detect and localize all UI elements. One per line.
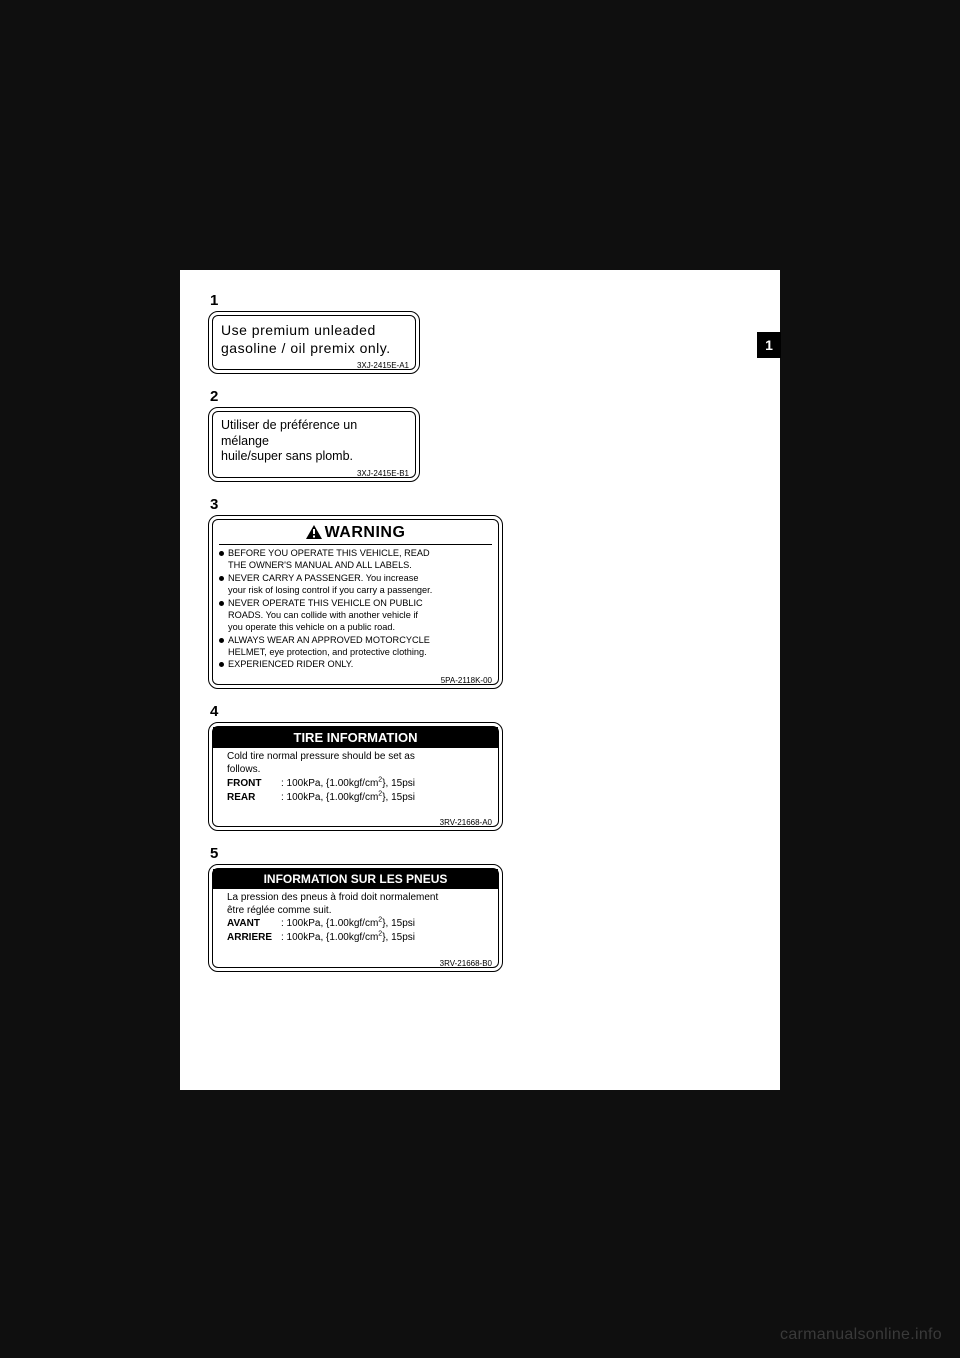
warning-title: WARNING: [325, 524, 406, 541]
warning-list: BEFORE YOU OPERATE THIS VEHICLE, READ TH…: [219, 548, 492, 672]
warning-label-inner: WARNING BEFORE YOU OPERATE THIS VEHICLE,…: [212, 519, 499, 686]
fuel-label-en-line1: Use premium unleaded: [221, 322, 407, 340]
warning-item-1: BEFORE YOU OPERATE THIS VEHICLE, READ TH…: [219, 548, 492, 572]
fuel-label-fr: Utiliser de préférence un mélange huile/…: [208, 407, 420, 482]
fuel-label-fr-line1: Utiliser de préférence un mélange: [221, 418, 407, 449]
warning-label-part: 5PA-2118K-00: [441, 676, 492, 685]
tire-label-fr-body: La pression des pneus à froid doit norma…: [213, 889, 498, 955]
tire-label-en-title: TIRE INFORMATION: [213, 727, 498, 748]
tire-label-en-body: Cold tire normal pressure should be set …: [213, 748, 498, 814]
warning-item-4: ALWAYS WEAR AN APPROVED MOTORCYCLE HELME…: [219, 635, 492, 659]
section-tab: 1: [757, 332, 781, 358]
fuel-label-fr-inner: Utiliser de préférence un mélange huile/…: [212, 411, 416, 478]
tire-label-fr-inner: INFORMATION SUR LES PNEUS La pression de…: [212, 868, 499, 968]
tire-arriere-row: ARRIERE: 100kPa, {1.00kgf/cm2}, 15psi: [227, 932, 415, 943]
warning-label: WARNING BEFORE YOU OPERATE THIS VEHICLE,…: [208, 515, 503, 690]
label-number-4: 4: [210, 703, 762, 720]
tire-front-row: FRONT: 100kPa, {1.00kgf/cm2}, 15psi: [227, 778, 415, 789]
tire-label-fr-title: INFORMATION SUR LES PNEUS: [213, 869, 498, 889]
tire-label-en-part: 3RV-21668-A0: [440, 818, 492, 827]
fuel-label-fr-part: 3XJ-2415E-B1: [357, 469, 409, 478]
fuel-label-en-line2: gasoline / oil premix only.: [221, 340, 407, 358]
label-number-3: 3: [210, 496, 762, 513]
fuel-label-en-part: 3XJ-2415E-A1: [357, 361, 409, 370]
label-number-5: 5: [210, 845, 762, 862]
watermark: carmanualsonline.info: [780, 1326, 942, 1344]
warning-header: WARNING: [219, 524, 492, 545]
tire-label-en-inner: TIRE INFORMATION Cold tire normal pressu…: [212, 726, 499, 827]
tire-label-fr: INFORMATION SUR LES PNEUS La pression de…: [208, 864, 503, 972]
warning-item-5: EXPERIENCED RIDER ONLY.: [219, 659, 492, 671]
tire-label-fr-part: 3RV-21668-B0: [440, 959, 492, 968]
fuel-label-fr-line2: huile/super sans plomb.: [221, 449, 407, 465]
fuel-label-en: Use premium unleaded gasoline / oil prem…: [208, 311, 420, 374]
manual-page: 1 1 Use premium unleaded gasoline / oil …: [180, 270, 780, 1090]
tire-rear-row: REAR: 100kPa, {1.00kgf/cm2}, 15psi: [227, 792, 415, 803]
label-number-2: 2: [210, 388, 762, 405]
tire-label-en: TIRE INFORMATION Cold tire normal pressu…: [208, 722, 503, 831]
warning-item-3: NEVER OPERATE THIS VEHICLE ON PUBLIC ROA…: [219, 598, 492, 634]
label-number-1: 1: [210, 292, 762, 309]
warning-item-2: NEVER CARRY A PASSENGER. You increase yo…: [219, 573, 492, 597]
tire-avant-row: AVANT: 100kPa, {1.00kgf/cm2}, 15psi: [227, 918, 415, 929]
warning-triangle-icon: [306, 525, 322, 539]
